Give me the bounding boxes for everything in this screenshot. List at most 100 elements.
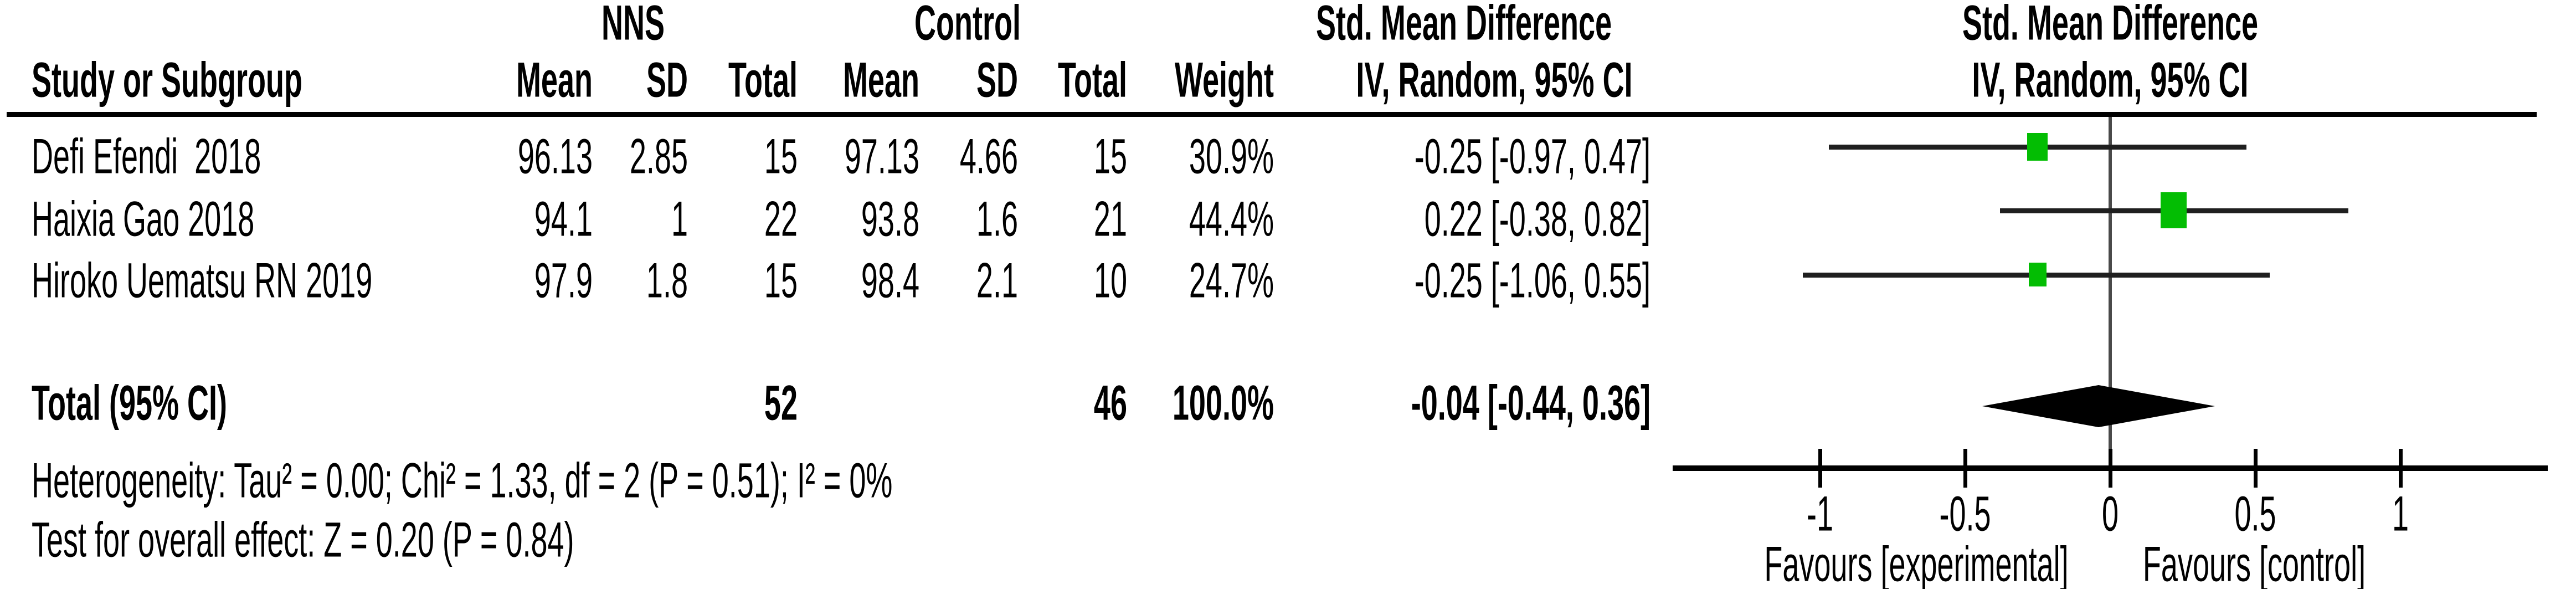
cell-total2-text: 10 — [1093, 253, 1127, 309]
weight-marker — [2027, 133, 2048, 161]
axis-tick — [2399, 449, 2403, 488]
header-columns-row: Study or Subgroup Mean SD Total Mean SD … — [0, 53, 2576, 108]
plot-title: Std. Mean Difference — [1962, 0, 2259, 51]
axis-tick — [2109, 449, 2112, 488]
cell-weight: 24.7% — [1189, 254, 1274, 309]
cell-mean2: 98.4 — [861, 254, 919, 309]
study-row: Haixia Gao 2018 94.1 1 22 93.8 1.6 21 44.4% 0.22… — [0, 192, 2576, 247]
total-weight: 100.0% — [1173, 376, 1274, 431]
study-name: Haixia Gao 2018 — [32, 192, 254, 247]
header-group-row: NNS Control Std. Mean Difference Std. Me… — [0, 0, 2576, 51]
header-divider — [7, 112, 2537, 117]
study-name-text: Haixia Gao 2018 — [32, 192, 255, 247]
total-label-text: Total (95% CI) — [32, 376, 228, 431]
cell-mean2: 93.8 — [861, 192, 919, 247]
axis-tick — [1963, 449, 1967, 488]
cell-sd2: 4.66 — [960, 130, 1018, 185]
cell-weight: 44.4% — [1189, 192, 1274, 247]
col-sd1: SD — [646, 53, 688, 108]
axis-tick — [2254, 449, 2258, 488]
cell-sd1-text: 1 — [671, 192, 688, 247]
study-row: Defi Efendi 2018 96.13 2.85 15 97.13 4.66 15 30… — [0, 130, 2576, 185]
total-label: Total (95% CI) — [32, 376, 227, 431]
cell-sd2: 2.1 — [976, 254, 1018, 309]
col-weight: Weight — [1175, 53, 1274, 108]
cell-total1-text: 22 — [764, 192, 798, 247]
col-sd2: SD — [976, 53, 1018, 108]
tick-label-neg05: -0.5 — [1939, 486, 1991, 542]
weight-marker — [2161, 192, 2187, 228]
favours-control-label: Favours [control] — [2142, 537, 2366, 589]
study-name-text: Hiroko Uematsu RN 2019 — [32, 253, 373, 309]
total-total1-text: 52 — [764, 376, 798, 431]
cell-total2-text: 21 — [1093, 192, 1127, 247]
favours-experimental-label: Favours [experimental] — [1764, 537, 2069, 589]
heterogeneity-text: Heterogeneity: Tau² = 0.00; Chi² = 1.33,… — [32, 453, 893, 509]
axis-tick — [1818, 449, 1822, 488]
cell-ci_text-text: -0.25 [-1.06, 0.55] — [1414, 253, 1651, 309]
tick-label-neg1: -1 — [1806, 486, 1833, 542]
total-total2-text: 46 — [1093, 376, 1127, 431]
group2-title: Control — [914, 0, 1021, 51]
total-row: Total (95% CI) 52 46 100.0% -0.04 [-0.44, 0.… — [0, 376, 2576, 431]
col-total1: Total — [728, 53, 798, 108]
cell-ci_text: -0.25 [-1.06, 0.55] — [1415, 254, 1651, 309]
cell-sd2-text: 4.66 — [959, 129, 1018, 185]
cell-mean1: 97.9 — [534, 254, 593, 309]
plot-subtitle: IV, Random, 95% CI — [1972, 53, 2249, 108]
group1-title: NNS — [601, 0, 665, 51]
cell-total2-text: 15 — [1093, 129, 1127, 185]
cell-weight-text: 30.9% — [1189, 129, 1274, 185]
cell-ci_text-text: -0.25 [-0.97, 0.47] — [1414, 129, 1651, 185]
cell-total1: 15 — [764, 254, 798, 309]
col-total2: Total — [1058, 53, 1127, 108]
cell-mean1: 96.13 — [518, 130, 593, 185]
col-effect-ci: IV, Random, 95% CI — [1356, 53, 1633, 108]
cell-sd1-text: 1.8 — [646, 253, 688, 309]
total-ci: -0.04 [-0.44, 0.36] — [1411, 376, 1651, 431]
cell-total1-text: 15 — [764, 253, 798, 309]
study-name: Hiroko Uematsu RN 2019 — [32, 254, 372, 309]
zero-line — [2109, 117, 2112, 468]
favours-labels-row: Favours [experimental] Favours [control] — [0, 537, 2576, 589]
cell-ci_text: -0.25 [-0.97, 0.47] — [1415, 130, 1651, 185]
total-total2: 46 — [1094, 376, 1127, 431]
heterogeneity-row: Heterogeneity: Tau² = 0.00; Chi² = 1.33,… — [0, 453, 2576, 509]
cell-total1: 15 — [764, 130, 798, 185]
cell-total2: 21 — [1094, 192, 1127, 247]
cell-sd1: 1 — [671, 192, 688, 247]
cell-sd1: 2.85 — [630, 130, 688, 185]
cell-sd2-text: 2.1 — [976, 253, 1018, 309]
axis-tick-labels: -1 -0.5 0 0.5 1 — [0, 486, 2576, 542]
tick-label-1: 1 — [2392, 486, 2409, 542]
tick-label-05: 0.5 — [2234, 486, 2276, 542]
col-mean1: Mean — [516, 53, 593, 108]
cell-sd1: 1.8 — [646, 254, 688, 309]
overall-effect-row: Test for overall effect: Z = 0.20 (P = 0… — [0, 513, 2576, 568]
cell-ci_text-text: 0.22 [-0.38, 0.82] — [1424, 192, 1651, 247]
cell-weight-text: 24.7% — [1189, 253, 1274, 309]
cell-total2: 15 — [1094, 130, 1127, 185]
cell-mean1: 94.1 — [534, 192, 593, 247]
study-row: Hiroko Uematsu RN 2019 97.9 1.8 15 98.4 2.1 10… — [0, 254, 2576, 309]
total-total1: 52 — [764, 376, 798, 431]
cell-mean2-text: 98.4 — [861, 253, 919, 309]
cell-total1: 22 — [764, 192, 798, 247]
cell-mean2-text: 93.8 — [861, 192, 919, 247]
study-name-text: Defi Efendi 2018 — [32, 129, 261, 185]
cell-ci_text: 0.22 [-0.38, 0.82] — [1425, 192, 1651, 247]
cell-total2: 10 — [1094, 254, 1127, 309]
cell-weight-text: 44.4% — [1189, 192, 1274, 247]
cell-sd1-text: 2.85 — [629, 129, 688, 185]
total-ci-text: -0.04 [-0.44, 0.36] — [1411, 376, 1651, 431]
col-study: Study or Subgroup — [32, 53, 302, 108]
cell-mean1-text: 94.1 — [534, 192, 593, 247]
total-weight-text: 100.0% — [1172, 376, 1274, 431]
effect-col-title: Std. Mean Difference — [1315, 0, 1612, 51]
cell-sd2-text: 1.6 — [976, 192, 1018, 247]
cell-mean2-text: 97.13 — [844, 129, 919, 185]
col-mean2: Mean — [842, 53, 919, 108]
cell-weight: 30.9% — [1189, 130, 1274, 185]
cell-mean1-text: 96.13 — [517, 129, 593, 185]
